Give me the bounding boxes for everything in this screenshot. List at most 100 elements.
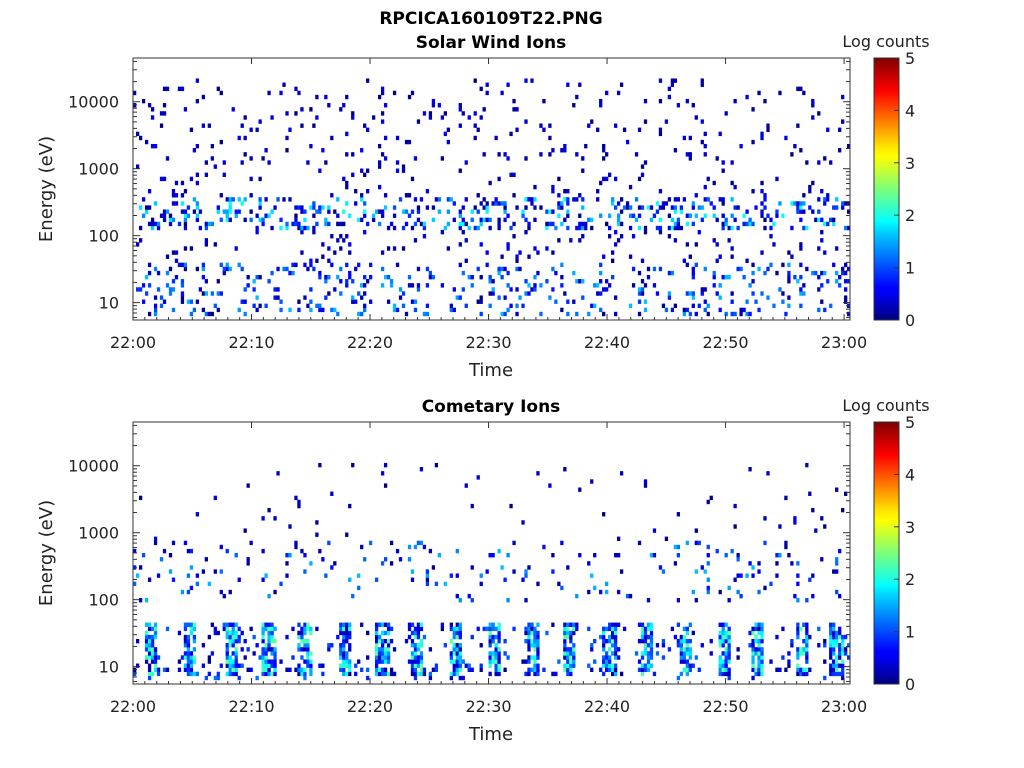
heatmap-cell [548,209,552,214]
heatmap-cell [611,250,615,255]
heatmap-cell [742,221,746,227]
heatmap-cell [458,225,462,231]
heatmap-cell [775,634,779,640]
heatmap-cell [273,205,277,210]
heatmap-cell [294,217,298,223]
heatmap-cell [679,647,683,652]
heatmap-cell [649,622,654,627]
heatmap-cell [327,643,331,648]
heatmap-cell [682,667,686,673]
heatmap-cell [189,659,194,664]
heatmap-cell [488,638,492,644]
heatmap-cell [637,667,642,673]
heatmap-cell [216,205,220,210]
heatmap-cell [661,655,666,660]
heatmap-cell [536,647,540,652]
heatmap-cell [366,667,370,673]
heatmap-cell [273,651,277,656]
heatmap-cell [270,626,274,632]
heatmap-cell [491,291,495,296]
heatmap-cell [676,225,681,231]
heatmap-cell [150,655,155,660]
heatmap-cell [527,659,531,664]
heatmap-cell [605,667,609,673]
heatmap-cell [605,659,609,664]
x-tick-label: 22:30 [465,697,511,716]
heatmap-cell [342,638,346,644]
heatmap-cell [324,295,328,300]
heatmap-cell [315,520,319,525]
heatmap-cell [452,307,456,313]
heatmap-cell [467,593,471,599]
heatmap-cell [318,303,322,309]
heatmap-cell [646,266,651,272]
heatmap-cell [608,626,612,632]
heatmap-cell [270,270,274,276]
heatmap-cell [599,103,603,108]
heatmap-cell [527,655,531,660]
heatmap-cell [216,291,220,296]
heatmap-cell [470,283,474,288]
heatmap-cell [171,577,176,582]
heatmap-cell [841,663,845,668]
heatmap-cell [551,266,555,272]
heatmap-cell [428,548,433,554]
heatmap-cell [440,622,444,627]
heatmap-cell [162,209,167,214]
heatmap-cell [503,205,507,210]
heatmap-cell [380,111,385,116]
heatmap-cell [470,634,474,640]
heatmap-cell [628,303,633,309]
heatmap-cell [793,593,797,599]
heatmap-cell [805,651,809,656]
heatmap-cell [491,655,495,660]
heatmap-cell [602,626,606,632]
heatmap-cell [267,622,271,627]
colorbar-gradient [873,421,900,685]
heatmap-cell [533,184,537,190]
heatmap-cell [569,638,573,644]
heatmap-cell [560,148,564,153]
heatmap-cell [291,270,295,276]
heatmap-cell [781,299,785,304]
heatmap-cell [605,279,609,284]
heatmap-cell [458,598,462,603]
heatmap-cell [198,287,203,292]
heatmap-cell [751,189,755,194]
colorbar-tick-label: 5 [905,413,915,432]
heatmap-cell [745,573,749,578]
heatmap-cell [419,540,424,546]
heatmap-cell [569,667,573,673]
heatmap-cell [814,270,818,276]
heatmap-cell [416,205,421,210]
heatmap-cell [180,279,185,284]
heatmap-cell [300,647,304,652]
heatmap-cell [497,659,501,664]
heatmap-cell [760,626,764,632]
heatmap-cell [392,303,397,309]
heatmap-cell [697,229,701,235]
heatmap-cell [324,221,328,227]
heatmap-cell [560,283,564,288]
heatmap-cell [452,651,456,656]
heatmap-cell [312,266,316,272]
panel-title-cometary: Cometary Ions [422,397,561,417]
heatmap-cell [416,647,421,652]
heatmap-cell [799,246,803,251]
heatmap-cell [670,307,675,313]
heatmap-cell [285,225,289,231]
heatmap-cell [455,647,459,652]
heatmap-cell [835,246,839,251]
heatmap-cell [542,544,546,550]
heatmap-cell [796,598,800,603]
heatmap-cell [563,647,567,652]
heatmap-cell [195,217,200,223]
heatmap-cell [425,283,430,288]
heatmap-cell [512,626,516,632]
heatmap-cell [724,553,728,558]
heatmap-cell [171,193,176,198]
heatmap-cell [183,266,188,272]
heatmap-cell [282,197,286,202]
heatmap-cell [724,659,728,664]
